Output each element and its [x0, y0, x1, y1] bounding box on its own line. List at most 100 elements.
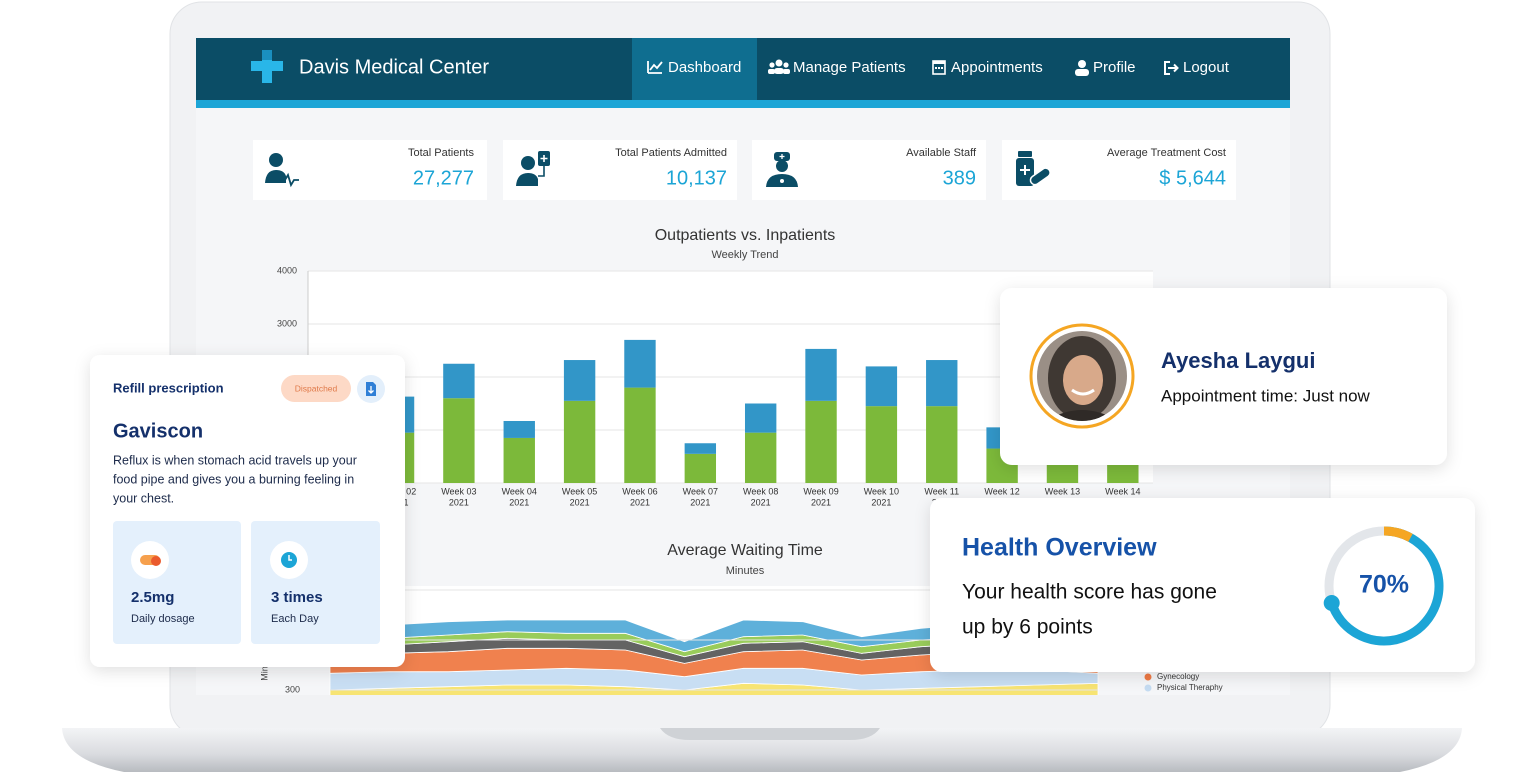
icon-calendar — [932, 60, 946, 75]
bar-segment — [744, 432, 777, 483]
description: Reflux is when stomach acid travels up y… — [113, 453, 357, 467]
avatar — [1037, 331, 1127, 421]
y-tick-label: 3000 — [277, 318, 297, 328]
health-text: up by 6 points — [962, 616, 1093, 639]
icon-logout — [1164, 61, 1179, 75]
nav-item[interactable]: Manage Patients — [793, 59, 906, 76]
legend-label: Physical Theraphy — [1157, 683, 1223, 692]
tile — [113, 521, 241, 644]
stat-value: 389 — [943, 167, 976, 189]
bar-segment — [624, 387, 656, 483]
logo — [251, 50, 283, 83]
x-tick-label: Week 10 — [864, 486, 899, 496]
bar-segment — [805, 348, 837, 401]
stat-label: Total Patients — [408, 147, 475, 159]
x-tick-label: Week 07 — [683, 486, 718, 496]
bar-segment — [563, 360, 596, 401]
x-tick-sublabel: 2021 — [690, 497, 710, 507]
pill-icon — [151, 556, 161, 566]
health-text: Your health score has gone — [962, 581, 1217, 604]
download-arrow — [368, 386, 374, 394]
x-tick-label: Week 08 — [743, 486, 778, 496]
nav-item[interactable]: Logout — [1183, 59, 1230, 76]
bar-segment — [684, 443, 717, 454]
tile-value: 2.5mg — [131, 589, 174, 606]
x-tick-sublabel: 2021 — [811, 497, 831, 507]
clock-hands — [288, 555, 292, 561]
bar-segment — [443, 398, 475, 483]
description: food pipe and gives you a burning feelin… — [113, 472, 354, 486]
bar-segment — [443, 363, 475, 399]
stat-label: Total Patients Admitted — [615, 147, 727, 159]
bar-segment — [684, 453, 717, 483]
chart-title: Outpatients vs. Inpatients — [655, 227, 836, 244]
stat-value: 10,137 — [666, 167, 727, 189]
prescription-card: Refill prescription Dispatched Gaviscon … — [90, 355, 405, 667]
stat-value: $ 5,644 — [1159, 167, 1226, 189]
bar-segment — [926, 406, 958, 483]
card-heading: Refill prescription — [113, 380, 224, 395]
nav-item[interactable]: Dashboard — [668, 59, 741, 76]
bar-segment — [563, 400, 596, 483]
nav-item[interactable]: Appointments — [951, 59, 1043, 76]
x-tick-sublabel: 2021 — [509, 497, 529, 507]
score-label: 70% — [1359, 571, 1409, 599]
patient-name: Ayesha Laygui — [1161, 348, 1315, 373]
tile — [251, 521, 380, 644]
icon-profile — [1075, 60, 1089, 76]
chart-subtitle: Weekly Trend — [711, 249, 778, 261]
tile-value: 3 times — [271, 589, 323, 606]
tile-label: Each Day — [271, 613, 319, 625]
x-tick-label: Week 13 — [1045, 486, 1080, 496]
bar-segment — [805, 400, 837, 483]
drug-name: Gaviscon — [113, 420, 203, 442]
x-tick-label: Week 05 — [562, 486, 597, 496]
score-arc-accent — [1383, 526, 1413, 542]
laptop-base — [62, 728, 1462, 772]
x-tick-label: Week 04 — [502, 486, 537, 496]
x-tick-label: Week 03 — [441, 486, 476, 496]
bar-segment — [503, 420, 535, 438]
description: your chest. — [113, 491, 174, 505]
health-title: Health Overview — [962, 534, 1157, 562]
legend-label: Gynecology — [1157, 672, 1199, 681]
bar-segment — [865, 366, 898, 407]
y-tick-label: 300 — [285, 684, 300, 694]
stat-label: Available Staff — [906, 147, 977, 159]
x-tick-label: Week 14 — [1105, 486, 1140, 496]
appointment-time: Appointment time: Just now — [1161, 386, 1371, 405]
x-tick-sublabel: 2021 — [871, 497, 891, 507]
score-ring — [1323, 526, 1444, 646]
stat-value: 27,277 — [413, 167, 474, 189]
bar-segment — [744, 403, 777, 433]
chart-title: Average Waiting Time — [667, 542, 823, 559]
x-tick-sublabel: 2021 — [751, 497, 771, 507]
x-tick-sublabel: 2021 — [449, 497, 469, 507]
legend-marker — [1144, 673, 1152, 681]
nav-item[interactable]: Profile — [1093, 59, 1136, 76]
x-tick-label: Week 09 — [803, 486, 838, 496]
stat-card: Average Treatment Cost $ 5,644 — [1002, 140, 1236, 200]
health-card: Health Overview Your health score has go… — [930, 498, 1475, 672]
x-tick-sublabel: 2021 — [570, 497, 590, 507]
x-tick-sublabel: 2021 — [630, 497, 650, 507]
bar-segment — [503, 437, 535, 483]
x-tick-label: Week 06 — [622, 486, 657, 496]
legend-marker — [1144, 684, 1152, 692]
bar-segment — [865, 406, 898, 483]
y-tick-label: 4000 — [277, 265, 297, 275]
x-tick-label: Week 12 — [984, 486, 1019, 496]
stat-card: Available Staff 389 — [752, 140, 986, 200]
status-badge — [281, 375, 351, 402]
chart-subtitle: Minutes — [726, 565, 765, 577]
stat-card: Total Patients Admitted 10,137 — [503, 140, 737, 200]
appointment-card: Ayesha Laygui Appointment time: Just now — [1000, 288, 1447, 465]
bar-segment — [624, 339, 656, 388]
status-text: Dispatched — [295, 383, 338, 393]
laptop-notch — [660, 728, 880, 740]
score-knob — [1323, 594, 1340, 611]
tile-label: Daily dosage — [131, 613, 195, 625]
icon-patients — [768, 59, 790, 74]
